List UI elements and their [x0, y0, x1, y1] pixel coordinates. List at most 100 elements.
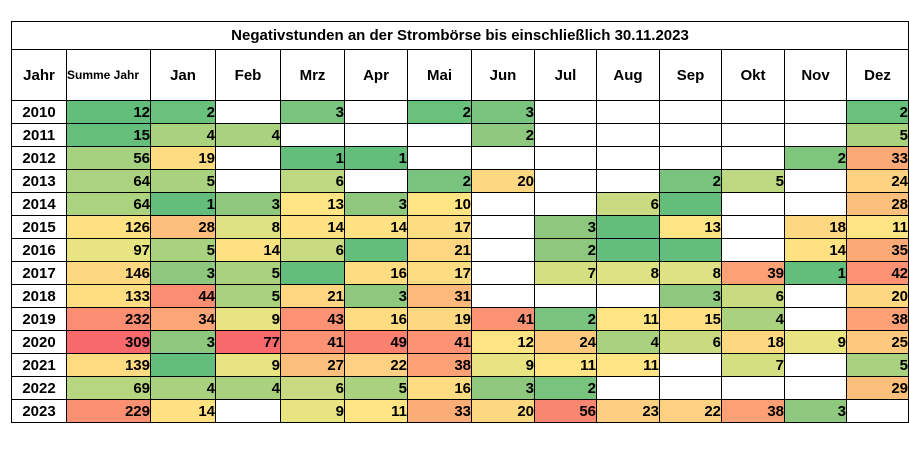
month-cell-aug: 11 [596, 353, 660, 377]
month-cell-aug: 6 [596, 192, 660, 216]
table-row: 2017 146 3 5 16 17 7 8 8 39 1 42 [11, 261, 909, 285]
month-cell-okt: 6 [721, 284, 785, 308]
month-cell-jan: 1 [150, 192, 216, 216]
month-cell-feb: 77 [215, 330, 281, 354]
month-cell-feb [215, 146, 281, 170]
month-cell-jan: 5 [150, 169, 216, 193]
month-cell-okt [721, 376, 785, 400]
annual-sum-cell: 64 [66, 192, 151, 216]
month-cell-apr: 3 [344, 192, 408, 216]
month-cell-jul: 2 [534, 238, 597, 262]
month-cell-jan: 3 [150, 330, 216, 354]
annual-sum-cell: 69 [66, 376, 151, 400]
table-row: 2018 133 44 5 21 3 31 3 6 20 [11, 284, 909, 308]
negative-hours-table: Negativstunden an der Strombörse bis ein… [11, 21, 909, 423]
month-cell-jan: 4 [150, 123, 216, 147]
month-cell-sep: 22 [659, 399, 722, 423]
month-cell-aug: 8 [596, 261, 660, 285]
month-cell-apr: 14 [344, 215, 408, 239]
month-cell-mai: 17 [407, 261, 472, 285]
column-header-feb: Feb [215, 49, 281, 101]
month-cell-feb: 4 [215, 376, 281, 400]
month-cell-mrz: 13 [280, 192, 345, 216]
month-cell-nov: 14 [784, 238, 847, 262]
column-header-okt: Okt [721, 49, 785, 101]
month-cell-jul: 56 [534, 399, 597, 423]
month-cell-feb: 4 [215, 123, 281, 147]
annual-sum-cell: 126 [66, 215, 151, 239]
month-cell-sep: 2 [659, 169, 722, 193]
table-row: 2011 15 4 4 2 5 [11, 123, 909, 147]
month-cell-okt: 18 [721, 330, 785, 354]
month-cell-nov [784, 284, 847, 308]
year-cell: 2019 [11, 307, 67, 331]
month-cell-dez: 11 [846, 215, 909, 239]
table-row: 2022 69 4 4 6 5 16 3 2 29 [11, 376, 909, 400]
month-cell-nov: 1 [784, 261, 847, 285]
month-cell-nov: 18 [784, 215, 847, 239]
month-cell-feb: 5 [215, 284, 281, 308]
month-cell-mrz [280, 123, 345, 147]
annual-sum-cell: 56 [66, 146, 151, 170]
month-cell-mai: 38 [407, 353, 472, 377]
month-cell-feb: 5 [215, 261, 281, 285]
month-cell-dez: 29 [846, 376, 909, 400]
month-cell-jun [471, 146, 535, 170]
month-cell-nov [784, 169, 847, 193]
month-cell-mrz: 14 [280, 215, 345, 239]
month-cell-mrz: 6 [280, 169, 345, 193]
month-cell-jun [471, 215, 535, 239]
month-cell-sep: 8 [659, 261, 722, 285]
annual-sum-cell: 146 [66, 261, 151, 285]
table-row: 2020 309 3 77 41 49 41 12 24 4 6 18 9 25 [11, 330, 909, 354]
month-cell-mai: 21 [407, 238, 472, 262]
month-cell-jan: 5 [150, 238, 216, 262]
month-cell-feb [215, 169, 281, 193]
month-cell-nov: 2 [784, 146, 847, 170]
month-cell-mrz: 3 [280, 100, 345, 124]
month-cell-dez: 2 [846, 100, 909, 124]
month-cell-jul: 3 [534, 215, 597, 239]
month-cell-mai: 2 [407, 100, 472, 124]
month-cell-sep [659, 192, 722, 216]
month-cell-mrz: 21 [280, 284, 345, 308]
table-row: 2015 126 28 8 14 14 17 3 13 18 11 [11, 215, 909, 239]
month-cell-mai: 16 [407, 376, 472, 400]
year-cell: 2010 [11, 100, 67, 124]
month-cell-jun: 20 [471, 169, 535, 193]
header-row: Jahr Summe Jahr Jan Feb Mrz Apr Mai Jun Jul Aug Se… [11, 49, 909, 101]
month-cell-aug [596, 284, 660, 308]
month-cell-dez: 35 [846, 238, 909, 262]
column-header-aug: Aug [596, 49, 660, 101]
annual-sum-cell: 309 [66, 330, 151, 354]
month-cell-feb: 3 [215, 192, 281, 216]
month-cell-aug [596, 376, 660, 400]
month-cell-jun [471, 192, 535, 216]
column-header-mai: Mai [407, 49, 472, 101]
month-cell-apr [344, 169, 408, 193]
month-cell-jun: 9 [471, 353, 535, 377]
month-cell-jul [534, 192, 597, 216]
month-cell-sep [659, 123, 722, 147]
month-cell-jun: 2 [471, 123, 535, 147]
annual-sum-cell: 64 [66, 169, 151, 193]
column-header-jul: Jul [534, 49, 597, 101]
month-cell-dez: 24 [846, 169, 909, 193]
month-cell-jun [471, 261, 535, 285]
month-cell-jul: 11 [534, 353, 597, 377]
month-cell-sep [659, 100, 722, 124]
table-row: 2023 229 14 9 11 33 20 56 23 22 38 3 [11, 399, 909, 423]
year-cell: 2022 [11, 376, 67, 400]
year-cell: 2011 [11, 123, 67, 147]
month-cell-nov [784, 353, 847, 377]
month-cell-apr: 22 [344, 353, 408, 377]
month-cell-nov [784, 123, 847, 147]
month-cell-jun: 12 [471, 330, 535, 354]
month-cell-dez: 5 [846, 353, 909, 377]
month-cell-aug [596, 215, 660, 239]
month-cell-mrz: 6 [280, 238, 345, 262]
month-cell-mrz [280, 261, 345, 285]
year-cell: 2013 [11, 169, 67, 193]
month-cell-jan: 28 [150, 215, 216, 239]
month-cell-mrz: 1 [280, 146, 345, 170]
